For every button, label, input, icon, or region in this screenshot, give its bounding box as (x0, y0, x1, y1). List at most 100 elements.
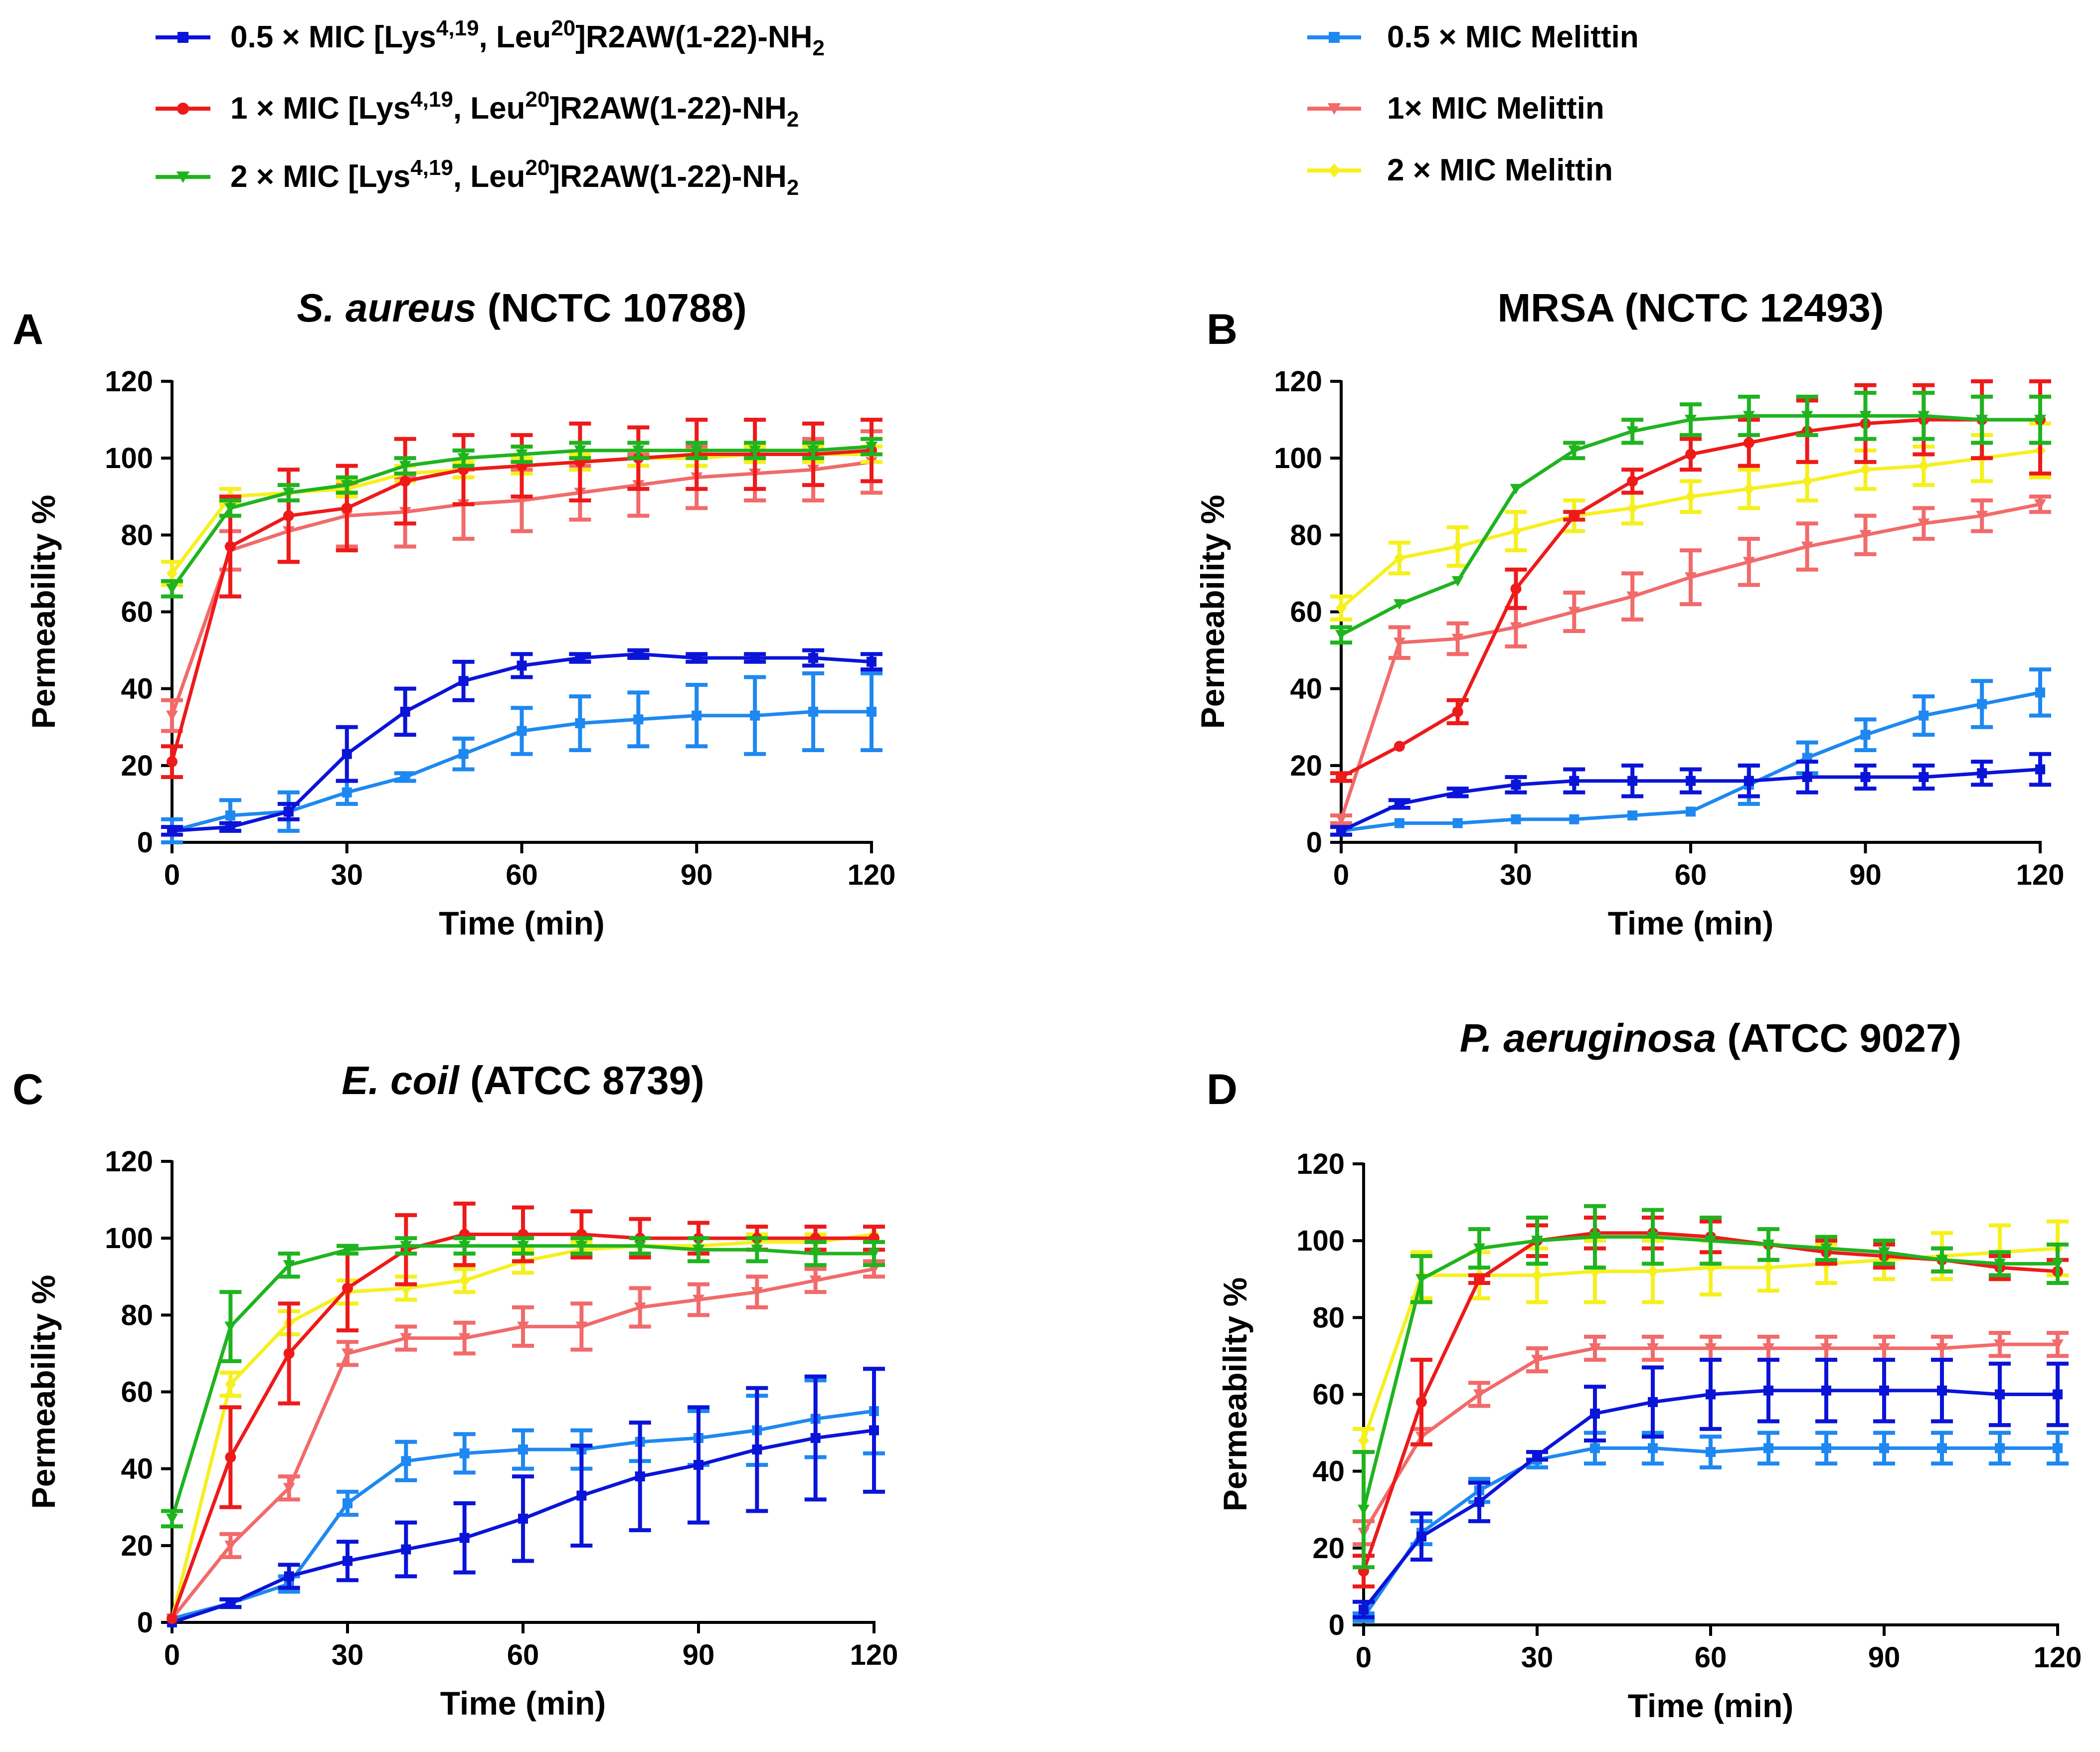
y-tick-label: 0 (1329, 1609, 1345, 1641)
x-tick-label: 90 (1868, 1641, 1901, 1674)
data-point (1531, 1355, 1543, 1366)
data-point (1416, 1396, 1427, 1408)
data-point (1878, 1247, 1890, 1258)
x-axis-title: Time (min) (440, 1685, 606, 1722)
y-axis-title: Permeability % (1194, 495, 1231, 729)
data-point (1994, 1259, 2006, 1270)
data-point (1394, 741, 1405, 752)
data-point (634, 1241, 646, 1252)
data-point (1335, 814, 1347, 825)
legend-text-prefix: 1 × MIC [Lys (230, 91, 410, 126)
data-point (224, 1540, 237, 1551)
data-point (1936, 1343, 1948, 1354)
data-point (1705, 1343, 1717, 1354)
series-line (1362, 1446, 2058, 1618)
data-point (283, 1348, 295, 1359)
legend-marker (177, 32, 188, 43)
data-point (1532, 1450, 1542, 1461)
data-point (1878, 1343, 1890, 1354)
data-point (1589, 1232, 1601, 1243)
data-point (1685, 572, 1697, 583)
data-point (867, 706, 876, 717)
data-point (1821, 1385, 1831, 1396)
data-point (1860, 463, 1871, 477)
y-tick-label: 100 (105, 442, 153, 475)
data-point (633, 714, 644, 725)
data-point (1510, 622, 1522, 633)
x-tick-label: 120 (2016, 859, 2065, 891)
data-point (1393, 637, 1405, 648)
data-point (1394, 551, 1405, 565)
data-point (343, 1556, 352, 1566)
data-point (633, 649, 644, 659)
series-mel1 (1353, 1331, 2069, 1547)
y-tick-label: 40 (121, 673, 153, 705)
chart-title-strain: MRSA (NCTC 12493) (1498, 286, 1884, 330)
legend-text-prefix: 0.5 × MIC [Lys (230, 20, 436, 54)
data-point (1358, 1434, 1369, 1447)
data-point (1569, 814, 1579, 824)
data-point (401, 1544, 411, 1555)
panels: A S. aureus (NCTC 10788) 0 20 40 60 80 100 120 0 3… (12, 286, 2082, 1724)
data-point (166, 710, 178, 721)
data-point (400, 772, 410, 782)
data-point (1511, 814, 1521, 824)
data-point (1415, 1274, 1427, 1285)
data-point (632, 445, 645, 456)
data-point (1918, 411, 1930, 422)
chart-title-species: S. aureus (297, 286, 476, 330)
data-point (1451, 576, 1464, 587)
legend-superscript: 20 (551, 16, 575, 40)
data-point (1686, 776, 1696, 786)
data-point (1743, 557, 1755, 568)
chart-title: S. aureus (NCTC 10788) (297, 286, 747, 330)
data-point (401, 1456, 411, 1466)
data-point (809, 1275, 822, 1286)
x-tick-label: 60 (507, 1639, 539, 1671)
legend-subscript: 2 (813, 36, 825, 60)
data-point (574, 445, 586, 456)
data-point (2034, 499, 2046, 510)
data-point (459, 1274, 470, 1287)
data-point (1511, 780, 1521, 790)
data-point (1706, 1389, 1716, 1400)
data-point (1802, 772, 1812, 782)
data-point (517, 726, 527, 736)
y-tick-label: 120 (105, 365, 153, 398)
legend-subscript: 2 (787, 107, 799, 132)
data-point (1648, 1397, 1658, 1407)
data-point (224, 541, 236, 552)
data-point (1801, 411, 1813, 422)
y-tick-label: 100 (1296, 1225, 1345, 1257)
y-tick-label: 80 (1312, 1301, 1345, 1334)
data-point (1451, 634, 1464, 644)
data-point (225, 822, 235, 832)
data-point (810, 1433, 821, 1443)
data-point (866, 442, 877, 453)
data-point (1686, 806, 1696, 817)
data-point (1801, 475, 1813, 488)
y-tick-label: 60 (1312, 1379, 1345, 1411)
data-point (1648, 1443, 1658, 1453)
data-point (693, 1294, 704, 1305)
y-tick-label: 120 (1274, 365, 1322, 398)
legend-text-mid: , Leu (453, 159, 525, 194)
legend-marker (176, 102, 189, 115)
y-tick-label: 0 (137, 826, 153, 859)
x-tick-label: 0 (1333, 859, 1349, 891)
data-point (1626, 591, 1639, 602)
x-tick-label: 0 (164, 859, 180, 891)
y-tick-label: 20 (121, 1530, 153, 1562)
data-point (224, 1321, 237, 1332)
legend-superscript: 4,19 (410, 156, 453, 180)
data-point (750, 710, 760, 721)
data-point (1569, 776, 1579, 786)
data-point (517, 1241, 529, 1252)
chart-title-strain: (NCTC 10788) (476, 286, 746, 330)
chart-title-strain: (ATCC 9027) (1716, 1016, 1961, 1060)
data-point (459, 1448, 470, 1458)
data-point (1685, 415, 1697, 426)
chart-title: E. coil (ATCC 8739) (342, 1058, 704, 1103)
data-point (166, 584, 178, 595)
chart-title-species: P. aeruginosa (1460, 1016, 1716, 1060)
